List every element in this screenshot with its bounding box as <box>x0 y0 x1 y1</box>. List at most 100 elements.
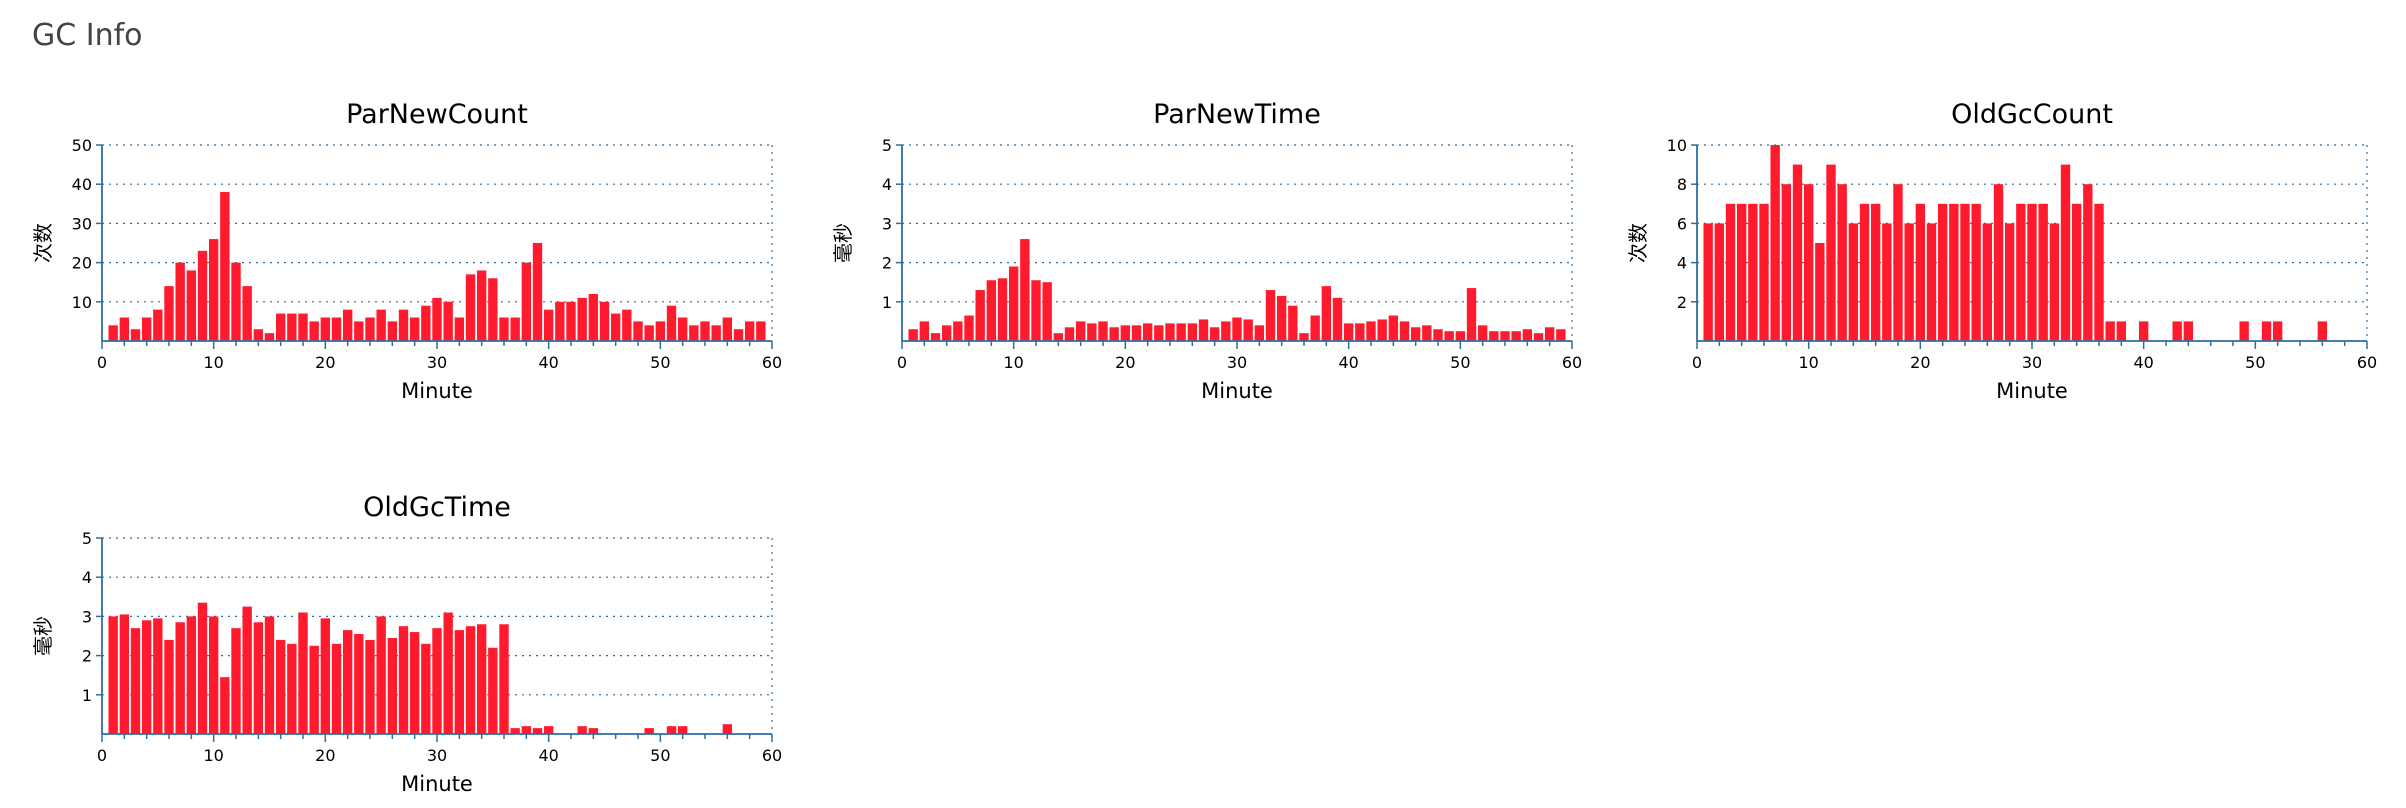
bar <box>532 243 543 341</box>
bar <box>1859 203 1870 341</box>
bar <box>387 321 398 341</box>
bar <box>398 309 409 341</box>
bar <box>220 677 230 734</box>
bar <box>1232 317 1242 341</box>
bar <box>986 280 997 341</box>
y-tick-label: 2 <box>82 647 92 666</box>
x-tick-label: 50 <box>650 746 670 765</box>
bar <box>1053 333 1064 341</box>
bar <box>543 309 554 341</box>
bar <box>197 250 208 341</box>
bar <box>2094 203 2104 341</box>
bar <box>164 286 174 341</box>
y-tick-label: 5 <box>82 529 92 548</box>
plot-area: 10 20 30 40 50 0 10 20 30 40 50 60 <box>72 136 783 372</box>
bar <box>1971 203 1981 341</box>
y-axis-label: 次数 <box>31 223 55 263</box>
bar <box>677 726 688 734</box>
bar <box>409 317 420 341</box>
bar <box>320 317 331 341</box>
bar <box>1949 203 1959 341</box>
bar <box>756 321 766 341</box>
bar <box>197 602 208 734</box>
bar <box>666 305 677 341</box>
chart-title: ParNewCount <box>346 99 528 130</box>
bar <box>287 643 297 734</box>
bar <box>1748 203 1758 341</box>
bar <box>398 626 409 734</box>
x-axis-label: Minute <box>401 379 473 403</box>
bar <box>1176 323 1186 341</box>
bar <box>1714 223 1725 341</box>
bar <box>1848 223 1859 341</box>
bar <box>644 325 654 341</box>
y-tick-label: 4 <box>1677 254 1687 273</box>
bar <box>1477 325 1488 341</box>
bar <box>309 321 319 341</box>
chart-title: ParNewTime <box>1153 99 1321 130</box>
bar <box>1511 331 1521 341</box>
bar <box>655 321 666 341</box>
bar <box>677 317 688 341</box>
x-tick-label: 20 <box>1910 353 1930 372</box>
bar <box>186 270 197 341</box>
y-tick-label: 6 <box>1677 214 1687 233</box>
bar <box>153 309 163 341</box>
bar <box>510 728 520 734</box>
bar <box>1725 203 1736 341</box>
bar <box>443 301 453 341</box>
bar <box>354 634 364 734</box>
x-tick-label: 60 <box>762 746 782 765</box>
bar <box>2317 321 2328 341</box>
bar <box>2027 203 2037 341</box>
x-tick-label: 50 <box>1450 353 1470 372</box>
x-tick-label: 40 <box>1338 353 1358 372</box>
x-tick-label: 30 <box>1227 353 1247 372</box>
bar <box>599 301 610 341</box>
bar <box>610 313 621 341</box>
bar <box>1489 331 1499 341</box>
bar <box>231 262 241 341</box>
x-tick-label: 40 <box>538 746 558 765</box>
bar <box>2038 203 2048 341</box>
bar <box>365 317 375 341</box>
y-tick-label: 30 <box>72 214 92 233</box>
bar <box>130 628 141 734</box>
x-tick-label: 30 <box>427 353 447 372</box>
bar <box>1131 325 1142 341</box>
bar <box>275 313 286 341</box>
bar <box>1399 321 1410 341</box>
y-tick-label: 3 <box>882 214 892 233</box>
bar <box>1937 203 1948 341</box>
bar <box>543 726 554 734</box>
x-tick-label: 0 <box>97 746 107 765</box>
x-tick-label: 40 <box>538 353 558 372</box>
y-tick-label: 10 <box>72 293 92 312</box>
bar <box>644 728 654 734</box>
bar <box>2060 164 2071 341</box>
bar <box>130 329 141 341</box>
y-axis-label: 毫秒 <box>831 223 855 263</box>
bar <box>1455 331 1466 341</box>
bar <box>376 616 386 734</box>
bar <box>242 606 252 734</box>
bar <box>1781 184 1792 341</box>
bar <box>555 301 565 341</box>
bar <box>1254 325 1265 341</box>
x-tick-label: 60 <box>762 353 782 372</box>
bar <box>1075 321 1086 341</box>
y-tick-label: 5 <box>882 136 892 155</box>
bar <box>1522 329 1533 341</box>
y-tick-label: 3 <box>82 607 92 626</box>
bar <box>499 317 509 341</box>
bar <box>1837 184 1847 341</box>
x-axis-label: Minute <box>401 772 473 796</box>
bar <box>409 632 420 734</box>
bar <box>1759 203 1769 341</box>
bar <box>2261 321 2272 341</box>
bar <box>1064 327 1075 341</box>
y-axis-label: 次数 <box>1626 223 1650 263</box>
bar <box>1332 297 1343 341</box>
bar <box>622 309 632 341</box>
